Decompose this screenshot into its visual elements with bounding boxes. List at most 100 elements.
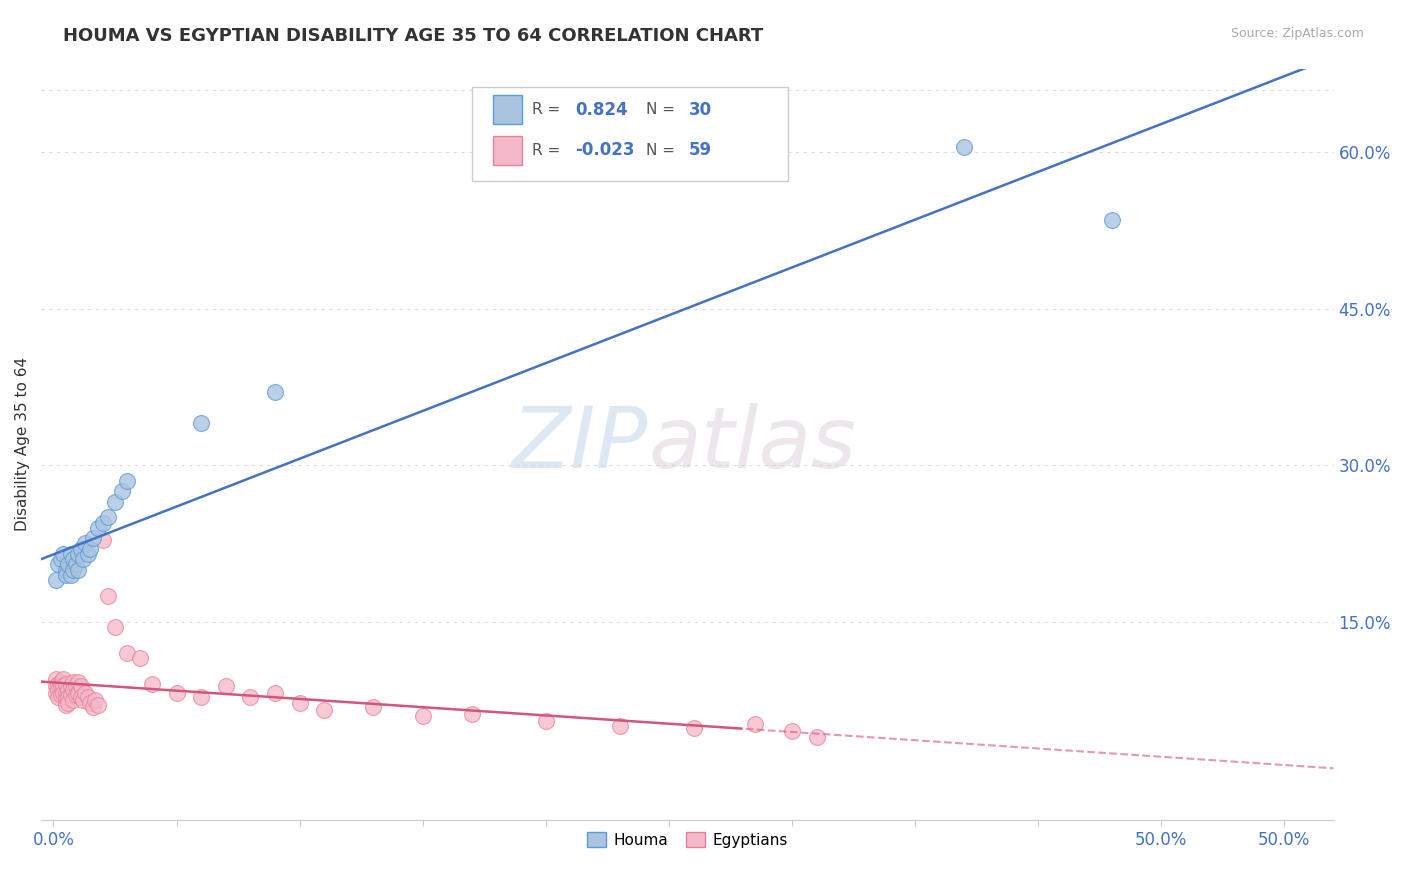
Point [62, 675, 84, 690]
FancyBboxPatch shape [494, 95, 522, 124]
Point [69, 680, 91, 694]
Point [82, 531, 104, 545]
Point [59, 567, 82, 582]
Point [953, 140, 976, 154]
Point [58, 690, 80, 704]
Point [609, 719, 631, 733]
Point [264, 686, 287, 700]
Point [62, 693, 84, 707]
Point [215, 680, 238, 694]
Point [49, 675, 72, 690]
Point [97, 510, 120, 524]
Point [75, 536, 97, 550]
Point [69, 541, 91, 556]
Point [75, 686, 97, 700]
Point [69, 690, 91, 704]
Point [166, 686, 188, 700]
Point [52, 680, 75, 694]
Text: atlas: atlas [648, 403, 856, 486]
FancyBboxPatch shape [471, 87, 789, 181]
Point [91, 516, 114, 530]
Point [190, 690, 212, 704]
Point [91, 533, 114, 548]
Point [58, 682, 80, 697]
Point [534, 714, 557, 728]
Point [62, 552, 84, 566]
Point [65, 688, 87, 702]
Point [117, 646, 139, 660]
Point [104, 494, 127, 508]
Point [128, 651, 150, 665]
Point [45, 672, 67, 686]
Point [58, 558, 80, 572]
Point [87, 698, 110, 713]
Point [49, 680, 72, 694]
Point [65, 680, 87, 694]
Point [46, 558, 69, 572]
Text: -0.023: -0.023 [575, 141, 634, 160]
Point [46, 682, 69, 697]
Point [55, 686, 77, 700]
Point [52, 672, 75, 686]
Point [97, 589, 120, 603]
Point [46, 677, 69, 691]
Point [264, 385, 287, 400]
Y-axis label: Disability Age 35 to 64: Disability Age 35 to 64 [15, 358, 30, 532]
Point [45, 686, 67, 700]
Point [412, 708, 434, 723]
Point [314, 704, 336, 718]
Point [58, 696, 80, 710]
Text: R =: R = [533, 143, 565, 158]
Point [744, 717, 766, 731]
Point [55, 698, 77, 713]
Point [141, 677, 163, 691]
Point [288, 696, 311, 710]
FancyBboxPatch shape [494, 136, 522, 164]
Point [55, 563, 77, 577]
Point [79, 696, 101, 710]
Point [45, 573, 67, 587]
Point [363, 700, 385, 714]
Text: 59: 59 [689, 141, 711, 160]
Text: 30: 30 [689, 101, 711, 119]
Legend: Houma, Egyptians: Houma, Egyptians [581, 826, 794, 854]
Point [67, 547, 90, 561]
Point [59, 547, 82, 561]
Point [190, 417, 212, 431]
Point [59, 688, 82, 702]
Point [45, 680, 67, 694]
Point [67, 563, 90, 577]
Text: N =: N = [645, 102, 681, 117]
Text: ZIP: ZIP [512, 403, 648, 486]
Text: N =: N = [645, 143, 681, 158]
Point [239, 690, 262, 704]
Point [49, 688, 72, 702]
Point [55, 567, 77, 582]
Point [49, 552, 72, 566]
Point [111, 484, 134, 499]
Point [461, 706, 484, 721]
Point [55, 692, 77, 706]
Point [77, 547, 100, 561]
Point [82, 700, 104, 714]
Point [62, 563, 84, 577]
Point [87, 521, 110, 535]
Point [67, 686, 90, 700]
Point [72, 693, 94, 707]
Point [77, 690, 100, 704]
Point [46, 690, 69, 704]
Point [72, 552, 94, 566]
Point [79, 541, 101, 556]
Point [104, 620, 127, 634]
Text: HOUMA VS EGYPTIAN DISABILITY AGE 35 TO 64 CORRELATION CHART: HOUMA VS EGYPTIAN DISABILITY AGE 35 TO 6… [63, 27, 763, 45]
Point [52, 547, 75, 561]
Point [1101, 213, 1123, 227]
Text: R =: R = [533, 102, 565, 117]
Point [55, 677, 77, 691]
Point [65, 558, 87, 572]
Point [780, 724, 803, 739]
Point [117, 474, 139, 488]
Point [67, 675, 90, 690]
Point [806, 730, 828, 744]
Point [682, 721, 704, 735]
